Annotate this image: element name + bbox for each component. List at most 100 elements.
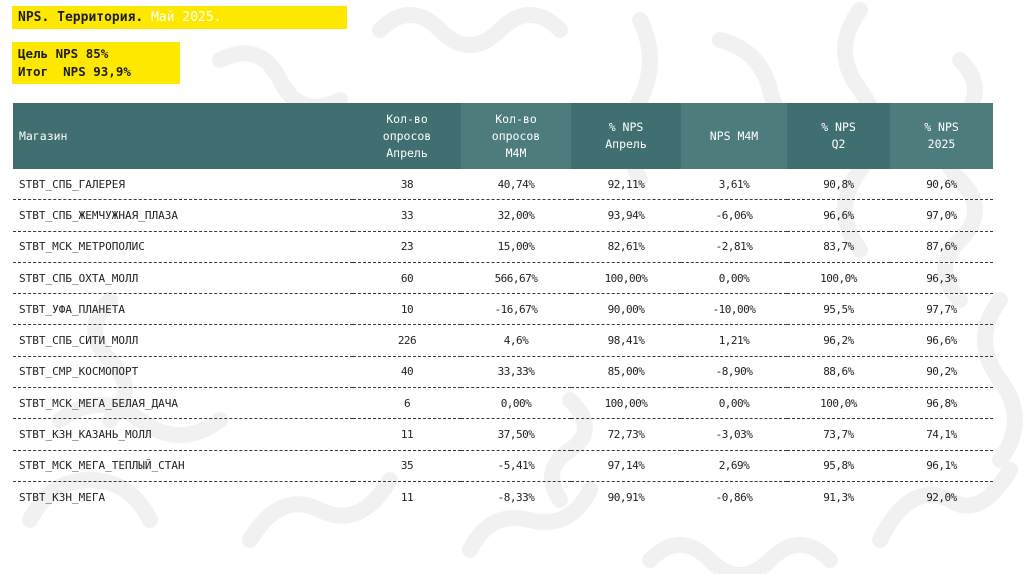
value-cell: 100,0% xyxy=(787,387,890,420)
value-cell: -0,86% xyxy=(715,490,753,504)
value-cell: 97,14% xyxy=(571,450,681,482)
table-row: STBT_СПБ_ОХТА_МОЛЛ 60 566,67% 100,00% 0,00% 1… xyxy=(13,262,993,295)
value-cell: -16,67% xyxy=(461,293,571,326)
value-cell: -2,81% xyxy=(681,231,787,263)
column-header-nps-q2: % NPS Q2 xyxy=(787,103,890,169)
value-cell: 72,73% xyxy=(571,418,681,451)
table-header-row: Магазин Кол-во опросов Апрель Кол-во опр… xyxy=(13,103,993,169)
value-cell: 566,67% xyxy=(461,262,571,295)
store-name-cell: STBT_СПБ_ГАЛЕРЕЯ xyxy=(13,169,353,201)
value-cell: 74,1% xyxy=(890,418,993,451)
table-row: STBT_СМР_КОСМОПОРТ 40 33,33% 85,00% -8,90% 88… xyxy=(13,356,993,389)
value-cell: 2,69% xyxy=(681,450,787,482)
nps-table: Магазин Кол-во опросов Апрель Кол-во опр… xyxy=(13,103,993,512)
value-cell: 85,00% xyxy=(571,356,681,389)
value-cell: 40 xyxy=(353,356,461,389)
value-cell: 92,0% xyxy=(926,490,957,504)
value-cell: -10,00% xyxy=(681,293,787,326)
value-cell: 96,1% xyxy=(890,450,993,482)
store-name-cell: STBT_МСК_МЕТРОПОЛИС xyxy=(13,231,353,263)
table-row: STBT_СПБ_ЖЕМЧУЖНАЯ_ПЛАЗА 33 32,00% 93,94% -6… xyxy=(13,199,993,232)
value-cell: 91,3% xyxy=(823,490,854,504)
table-row: STBT_МСК_МЕГА_ТЕПЛЫЙ_СТАН 35 -5,41% 97,14% 2… xyxy=(13,450,993,482)
value-cell: 0,00% xyxy=(681,262,787,295)
value-cell: 96,6% xyxy=(890,324,993,357)
value-cell: 0,00% xyxy=(461,387,571,420)
store-name-cell: STBT_УФА_ПЛАНЕТА xyxy=(13,293,353,326)
value-cell: 33,33% xyxy=(461,356,571,389)
table-row: STBT_УФА_ПЛАНЕТА 10 -16,67% 90,00% -10,00% 95… xyxy=(13,293,993,326)
value-cell: 23 xyxy=(353,231,461,263)
store-name-cell: STBT_СПБ_ЖЕМЧУЖНАЯ_ПЛАЗА xyxy=(13,199,353,232)
store-name-cell: STBT_МСК_МЕГА_БЕЛАЯ_ДАЧА xyxy=(13,387,353,420)
table-row: STBT_СПБ_СИТИ_МОЛЛ 226 4,6% 98,41% 1,21% 96,2… xyxy=(13,324,993,357)
column-header-nps-april: % NPS Апрель xyxy=(571,103,681,169)
value-cell: 82,61% xyxy=(571,231,681,263)
value-cell: 88,6% xyxy=(787,356,890,389)
store-name-cell: STBT_СПБ_СИТИ_МОЛЛ xyxy=(13,324,353,357)
value-cell: 95,5% xyxy=(787,293,890,326)
title-text: NPS. Территория. xyxy=(18,10,144,25)
table-row: STBT_КЗН_МЕГА 11 -8,33% 90,91% -0,86% 91,3% 92… xyxy=(13,481,993,512)
value-cell: 60 xyxy=(353,262,461,295)
store-name-cell: STBT_МСК_МЕГА_ТЕПЛЫЙ_СТАН xyxy=(13,450,353,482)
value-cell: 100,00% xyxy=(571,387,681,420)
value-cell: 1,21% xyxy=(681,324,787,357)
value-cell: 90,91% xyxy=(607,490,645,504)
title-month: Май 2025. xyxy=(151,10,222,25)
value-cell: 100,0% xyxy=(787,262,890,295)
value-cell: 87,6% xyxy=(890,231,993,263)
value-cell: -8,90% xyxy=(681,356,787,389)
column-header-surveys-m4m: Кол-во опросов М4М xyxy=(461,103,571,169)
value-cell: 92,11% xyxy=(571,169,681,201)
value-cell: 37,50% xyxy=(461,418,571,451)
page-title: NPS. Территория. Май 2025. xyxy=(12,6,347,29)
store-name-cell: STBT_СМР_КОСМОПОРТ xyxy=(13,356,353,389)
value-cell: 4,6% xyxy=(461,324,571,357)
store-name-cell: STBT_СПБ_ОХТА_МОЛЛ xyxy=(13,262,353,295)
value-cell: 40,74% xyxy=(461,169,571,201)
value-cell: -8,33% xyxy=(497,490,535,504)
value-cell: 33 xyxy=(353,199,461,232)
value-cell: 35 xyxy=(353,450,461,482)
column-header-store: Магазин xyxy=(13,103,353,169)
value-cell: 95,8% xyxy=(787,450,890,482)
value-cell: 6 xyxy=(353,387,461,420)
value-cell: -3,03% xyxy=(681,418,787,451)
store-name-cell: STBT_КЗН_КАЗАНЬ_МОЛЛ xyxy=(13,418,353,451)
table-row: STBT_КЗН_КАЗАНЬ_МОЛЛ 11 37,50% 72,73% -3,03%… xyxy=(13,418,993,451)
value-cell: 11 xyxy=(400,490,414,504)
value-cell: 96,2% xyxy=(787,324,890,357)
result-line: Итог NPS 93,9% xyxy=(18,64,131,79)
goal-line: Цель NPS 85% xyxy=(18,46,109,61)
value-cell: 96,6% xyxy=(787,199,890,232)
column-header-nps-2025: % NPS 2025 xyxy=(890,103,993,169)
value-cell: 15,00% xyxy=(461,231,571,263)
value-cell: 90,8% xyxy=(787,169,890,201)
table-row: STBT_МСК_МЕГА_БЕЛАЯ_ДАЧА 6 0,00% 100,00% 0,0… xyxy=(13,387,993,420)
value-cell: 100,00% xyxy=(571,262,681,295)
column-header-surveys-april: Кол-во опросов Апрель xyxy=(353,103,461,169)
value-cell: 97,7% xyxy=(890,293,993,326)
value-cell: 93,94% xyxy=(571,199,681,232)
value-cell: 98,41% xyxy=(571,324,681,357)
store-name-cell: STBT_КЗН_МЕГА xyxy=(19,490,106,504)
value-cell: 83,7% xyxy=(787,231,890,263)
value-cell: 73,7% xyxy=(787,418,890,451)
value-cell: 90,2% xyxy=(890,356,993,389)
value-cell: 96,3% xyxy=(890,262,993,295)
value-cell: -5,41% xyxy=(461,450,571,482)
value-cell: 90,00% xyxy=(571,293,681,326)
value-cell: 10 xyxy=(353,293,461,326)
goal-summary: Цель NPS 85% Итог NPS 93,9% xyxy=(12,42,180,84)
value-cell: 38 xyxy=(353,169,461,201)
value-cell: 0,00% xyxy=(681,387,787,420)
value-cell: 96,8% xyxy=(890,387,993,420)
column-header-nps-m4m: NPS М4М xyxy=(681,103,787,169)
table-row: STBT_МСК_МЕТРОПОЛИС 23 15,00% 82,61% -2,81% 8… xyxy=(13,231,993,263)
value-cell: -6,06% xyxy=(681,199,787,232)
table-row: STBT_СПБ_ГАЛЕРЕЯ 38 40,74% 92,11% 3,61% 90,8%… xyxy=(13,169,993,201)
value-cell: 226 xyxy=(353,324,461,357)
value-cell: 97,0% xyxy=(890,199,993,232)
value-cell: 3,61% xyxy=(681,169,787,201)
